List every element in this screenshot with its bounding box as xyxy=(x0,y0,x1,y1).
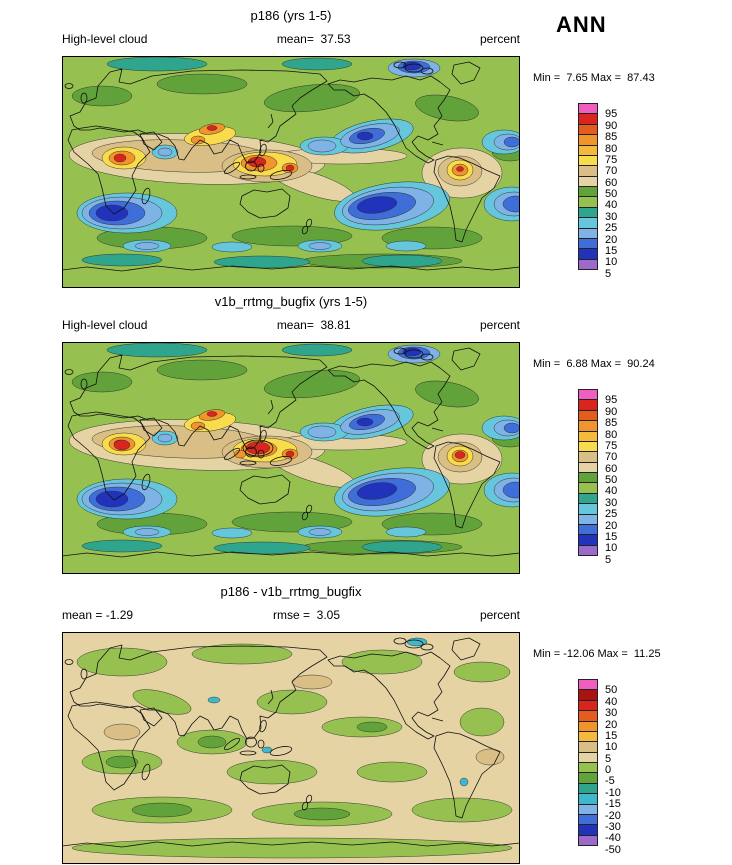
colorbar-tick-label: -50 xyxy=(605,843,621,856)
colorbar-tick-label: 85 xyxy=(605,131,618,144)
colorbar-tick-label: 20 xyxy=(605,519,618,532)
season-label: ANN xyxy=(556,12,607,37)
colorbar-tick-label: 60 xyxy=(605,462,618,475)
colorbar-tick-label: -30 xyxy=(605,820,621,833)
colorbar-tick-label: -20 xyxy=(605,809,621,822)
colorbar-tick-label: -40 xyxy=(605,832,621,845)
panel-case1: p186 (yrs 1-5) High-level cloud mean= 37… xyxy=(0,6,732,296)
panel-title: v1b_rrtmg_bugfix (yrs 1-5) xyxy=(214,294,368,309)
colorbar-tick-label: 85 xyxy=(605,417,618,430)
units-label: percent xyxy=(479,608,520,622)
colorbar-swatch xyxy=(578,544,598,556)
panel-case2: v1b_rrtmg_bugfix (yrs 1-5) High-level cl… xyxy=(0,292,732,582)
colorbar-tick-label: 50 xyxy=(605,684,618,697)
colorbar-tick-label: 95 xyxy=(605,108,618,121)
colorbar-tick-label: 15 xyxy=(605,244,618,257)
units-label: percent xyxy=(479,32,520,46)
mean-label: mean = -1.29 xyxy=(62,608,134,622)
colorbar-tick-label: 5 xyxy=(605,267,612,280)
map-case2 xyxy=(62,342,520,574)
colorbar-tick-label: 20 xyxy=(605,718,618,731)
colorbar-tick-label: 0 xyxy=(605,764,612,776)
colorbar-tick-label: 5 xyxy=(605,752,612,765)
colorbar-tick-label: 20 xyxy=(605,233,618,246)
colorbar-tick-label: 50 xyxy=(605,474,618,486)
colorbar-legend: 50 40 30 20 15 10 5 0 -5 -10 -15 -20 -30 -40 -50 xyxy=(578,679,650,861)
colorbar-tick-label: -5 xyxy=(605,775,615,788)
minmax-label: Min = 7.65 Max = 87.43 xyxy=(533,72,655,84)
panel-title: p186 (yrs 1-5) xyxy=(250,8,332,23)
panel-title: p186 - v1b_rrtmg_bugfix xyxy=(220,584,362,599)
panel-header-row: High-level cloud mean= 38.81 percent xyxy=(62,318,520,332)
colorbar-tick-label: -10 xyxy=(605,786,621,799)
map-case1 xyxy=(62,56,520,288)
world-map-svg xyxy=(62,632,520,864)
world-map-svg xyxy=(62,342,520,574)
map-frame xyxy=(62,342,520,574)
colorbar xyxy=(578,103,598,270)
colorbar-tick-label: 50 xyxy=(605,188,618,200)
colorbar-tick-label: 40 xyxy=(605,695,618,708)
colorbar-tick-label: 40 xyxy=(605,485,618,498)
colorbar-tick-label: 80 xyxy=(605,428,618,441)
colorbar xyxy=(578,389,598,556)
mean-label: mean= 37.53 xyxy=(276,32,351,46)
colorbar-tick-label: 25 xyxy=(605,222,618,235)
colorbar-tick-label: 90 xyxy=(605,119,618,132)
mean-label: mean= 38.81 xyxy=(276,318,351,332)
colorbar-tick-label: 70 xyxy=(605,451,618,464)
panel-difference: p186 - v1b_rrtmg_bugfix mean = -1.29 rms… xyxy=(0,582,732,865)
colorbar-swatch xyxy=(578,258,598,270)
map-frame xyxy=(62,632,520,864)
colorbar-tick-label: 70 xyxy=(605,165,618,178)
colorbar-legend: 95 90 85 80 75 70 60 50 40 30 25 20 15 10 5 xyxy=(578,389,650,571)
map-difference xyxy=(62,632,520,864)
colorbar-legend: 95 90 85 80 75 70 60 50 40 30 25 20 15 10 5 xyxy=(578,103,650,285)
units-label: percent xyxy=(479,318,520,332)
colorbar-tick-label: 5 xyxy=(605,553,612,566)
map-frame xyxy=(62,56,520,288)
panel-header-row: High-level cloud mean= 37.53 percent xyxy=(62,32,520,46)
minmax-label: Min = -12.06 Max = 11.25 xyxy=(533,648,661,660)
colorbar-tick-label: 10 xyxy=(605,741,618,754)
colorbar-tick-label: 40 xyxy=(605,199,618,212)
rmse-label: rmse = 3.05 xyxy=(272,608,341,622)
colorbar-tick-label: 10 xyxy=(605,542,618,555)
colorbar-tick-label: 25 xyxy=(605,508,618,521)
colorbar-tick-label: 80 xyxy=(605,142,618,155)
colorbar-tick-label: 75 xyxy=(605,439,618,452)
colorbar-tick-label: 30 xyxy=(605,707,618,720)
variable-label: High-level cloud xyxy=(62,32,148,46)
colorbar-tick-label: 15 xyxy=(605,530,618,543)
colorbar-tick-label: -15 xyxy=(605,798,621,811)
colorbar-tick-label: 90 xyxy=(605,405,618,418)
colorbar-tick-label: 30 xyxy=(605,496,618,509)
colorbar xyxy=(578,679,598,846)
colorbar-tick-label: 75 xyxy=(605,153,618,166)
colorbar-tick-label: 95 xyxy=(605,394,618,407)
variable-label: High-level cloud xyxy=(62,318,148,332)
world-map-svg xyxy=(62,56,520,288)
colorbar-tick-label: 10 xyxy=(605,256,618,269)
colorbar-tick-label: 15 xyxy=(605,729,618,742)
colorbar-tick-label: 30 xyxy=(605,210,618,223)
panel-header-row: mean = -1.29 rmse = 3.05 percent xyxy=(62,608,520,622)
colorbar-swatch xyxy=(578,834,598,846)
colorbar-tick-label: 60 xyxy=(605,176,618,189)
minmax-label: Min = 6.88 Max = 90.24 xyxy=(533,358,655,370)
